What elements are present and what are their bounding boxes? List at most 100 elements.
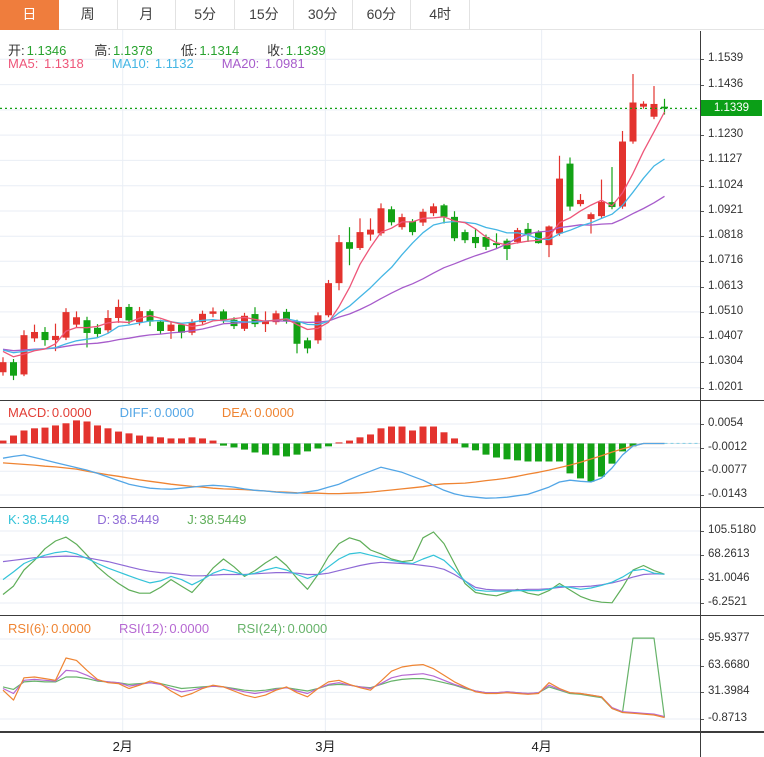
macd-hist-bar	[178, 438, 185, 444]
main-candle-chart[interactable]	[0, 30, 700, 405]
legend-label: RSI(6):	[8, 621, 50, 636]
candle-body	[472, 236, 479, 244]
macd-hist-bar	[325, 443, 332, 447]
macd-hist-bar	[472, 443, 479, 451]
macd-hist-bar	[31, 428, 38, 444]
y-axis-label: 1.0613	[708, 279, 744, 292]
legend-value: 0.0000	[254, 405, 295, 420]
macd-hist-bar	[346, 440, 353, 444]
macd-hist-bar	[629, 443, 637, 447]
y-axis-tick	[700, 639, 704, 640]
legend-value: 38.5449	[22, 512, 70, 527]
tab-timeframe-4[interactable]: 15分	[235, 0, 294, 30]
legend-label: D:	[97, 512, 111, 527]
macd-hist-bar	[304, 443, 311, 452]
candle-body	[619, 141, 626, 207]
macd-chart[interactable]	[0, 400, 700, 512]
macd-hist-bar	[556, 443, 563, 462]
y-axis-label: 0.0054	[708, 417, 744, 429]
y-axis-label: 95.9377	[708, 632, 750, 644]
y-axis-tick	[700, 387, 704, 389]
y-axis-tick	[700, 286, 704, 288]
candle-body	[188, 322, 196, 333]
legend-item: J: 38.5449	[187, 512, 260, 527]
candle-body	[650, 103, 658, 117]
candle-body	[115, 306, 122, 318]
macd-hist-bar	[493, 443, 500, 458]
candle-body	[199, 313, 206, 323]
candle-body	[20, 335, 28, 375]
candle-body	[136, 311, 143, 323]
x-axis-month-label: 3月	[315, 739, 336, 754]
macd-hist-bar	[503, 443, 511, 460]
macd-hist-bar	[157, 437, 164, 444]
candle-body	[304, 340, 311, 349]
y-axis-label: 1.1127	[708, 153, 743, 166]
candle-body	[451, 216, 458, 239]
y-axis-label: 1.0818	[708, 229, 744, 242]
y-axis-label: 1.0201	[708, 380, 744, 393]
y-axis-tick	[700, 555, 704, 556]
current-price-badge: 1.1339	[701, 100, 762, 117]
y-axis-tick	[700, 261, 704, 263]
y-axis-label: -6.2521	[708, 596, 748, 608]
macd-hist-bar	[10, 435, 17, 444]
macd-svg	[0, 400, 700, 507]
kdj-chart[interactable]	[0, 507, 700, 620]
candle-body	[0, 362, 7, 373]
legend-label: MACD:	[8, 405, 50, 420]
y-axis-tick	[700, 311, 704, 313]
candle-body	[514, 230, 521, 242]
y-axis-label: 1.0510	[708, 304, 744, 317]
y-axis-tick	[700, 579, 704, 580]
macd-hist-bar	[94, 425, 101, 444]
candle-body	[388, 209, 395, 223]
macd-hist-bar	[20, 430, 28, 444]
tab-timeframe-1[interactable]: 周	[59, 0, 118, 30]
kdj-svg	[0, 507, 700, 615]
macd-hist-bar	[356, 437, 364, 444]
y-axis-label: 1.0716	[708, 254, 744, 267]
y-axis-tick	[700, 719, 704, 720]
macd-hist-bar	[262, 443, 269, 455]
ma-legend: MA5: 1.1318 MA10: 1.1132 MA20: 1.0981	[8, 56, 333, 72]
macd-hist-bar	[167, 438, 175, 444]
legend-value: 1.1318	[43, 56, 84, 71]
candle-body	[209, 311, 217, 314]
macd-hist-bar	[136, 435, 143, 444]
legend-label: 低:	[180, 43, 198, 58]
tabbar-filler	[470, 0, 764, 29]
x-axis-month-label: 4月	[531, 739, 552, 754]
macd-hist-bar	[241, 443, 248, 450]
legend-label: J:	[187, 512, 198, 527]
ma10-line	[2, 158, 665, 354]
tab-timeframe-2[interactable]: 月	[118, 0, 177, 30]
legend-item: D: 38.5449	[97, 512, 173, 527]
candle-body	[220, 311, 227, 320]
macd-hist-bar	[188, 437, 196, 444]
candle-body	[83, 320, 91, 333]
tab-timeframe-0[interactable]: 日	[0, 0, 59, 30]
tab-timeframe-7[interactable]: 4时	[411, 0, 470, 30]
x-axis-month-label: 2月	[112, 739, 133, 754]
tab-timeframe-5[interactable]: 30分	[294, 0, 353, 30]
macd-hist-bar	[335, 442, 343, 444]
macd-hist-bar	[41, 427, 49, 444]
candle-body	[335, 242, 343, 284]
candle-body	[41, 331, 49, 341]
candle-body	[640, 103, 647, 107]
y-axis-tick	[700, 210, 704, 212]
rsi-chart[interactable]	[0, 615, 700, 736]
candle-body	[587, 214, 595, 220]
candle-body	[430, 206, 437, 214]
tab-timeframe-6[interactable]: 60分	[353, 0, 412, 30]
candle-body	[272, 313, 280, 323]
macd-hist-bar	[419, 426, 427, 444]
macd-hist-bar	[104, 428, 112, 444]
legend-label: RSI(12):	[118, 621, 168, 636]
macd-hist-bar	[608, 443, 616, 464]
y-axis: 1.1539 1.1436 1.1230 1.1127 1.1024 1.0921 1.08…	[700, 30, 764, 757]
legend-label: 开:	[8, 43, 25, 58]
tab-timeframe-3[interactable]: 5分	[176, 0, 235, 30]
macd-hist-bar	[0, 440, 7, 444]
